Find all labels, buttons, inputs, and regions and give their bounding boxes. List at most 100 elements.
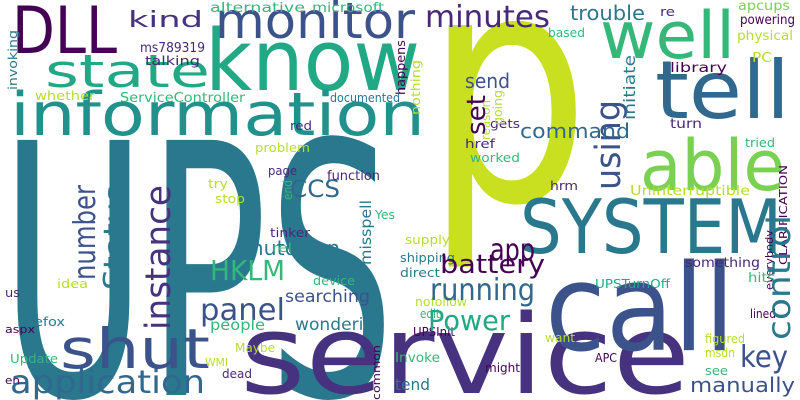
word: tell — [655, 44, 790, 137]
word: misspell — [357, 200, 375, 265]
word: using — [589, 100, 629, 190]
word: ms789319 — [140, 41, 205, 56]
word: APC — [595, 351, 617, 365]
word: shut — [60, 317, 210, 381]
word: searching — [285, 287, 370, 307]
word: able — [640, 125, 785, 207]
word: device — [313, 274, 355, 288]
word: Invoke — [395, 351, 440, 366]
word: try — [208, 177, 228, 191]
word: figured — [705, 332, 745, 346]
word: WMI — [205, 356, 228, 369]
word: running — [430, 273, 535, 308]
word: msdn — [705, 346, 735, 360]
word: UPS — [0, 70, 395, 400]
word: href — [465, 137, 496, 151]
word: happens — [394, 40, 408, 95]
word: Status — [98, 185, 133, 290]
word: hrm — [550, 179, 578, 193]
word: CCS — [290, 175, 340, 203]
word: send — [465, 69, 510, 93]
word: stop — [215, 192, 245, 206]
word: people — [210, 316, 265, 334]
word: going — [491, 90, 505, 125]
word: p — [425, 0, 590, 276]
word: information — [10, 80, 425, 150]
word: shutdown — [240, 236, 340, 260]
word: apcups — [738, 0, 790, 14]
word: number — [68, 184, 103, 280]
word: key — [740, 340, 788, 375]
word: Firefox — [17, 315, 65, 329]
word: might — [485, 361, 520, 375]
word: aspx — [5, 323, 36, 336]
word: ServiceController — [120, 91, 246, 106]
word: everybody — [763, 230, 776, 290]
word: physical — [737, 29, 793, 44]
word: alternative — [210, 1, 305, 16]
word: tinker — [270, 226, 310, 240]
word: talking — [145, 54, 200, 68]
word: Power — [428, 304, 510, 337]
word: rel — [272, 241, 292, 255]
word: page — [268, 164, 297, 178]
word: gets — [490, 117, 520, 131]
word: turn — [670, 117, 702, 132]
word: initiate — [620, 55, 639, 120]
word: manually — [690, 373, 795, 397]
word: reason — [479, 100, 493, 140]
word: Update — [10, 352, 58, 366]
word: based — [548, 26, 585, 40]
word: microsoft — [312, 1, 384, 16]
word: SYSTEM — [520, 183, 782, 271]
word: see — [705, 364, 728, 378]
word: whether — [35, 89, 95, 103]
word: well — [600, 0, 735, 74]
word: problem — [255, 141, 310, 155]
word: minutes — [425, 0, 550, 35]
word: PC — [752, 51, 772, 66]
word: tend — [395, 375, 430, 394]
word: kind — [128, 8, 203, 33]
word: worked — [470, 151, 520, 165]
word: shipping — [400, 251, 455, 265]
word: command — [520, 119, 630, 143]
word: panel — [200, 293, 285, 328]
word: edit — [420, 307, 440, 321]
word: something — [685, 256, 760, 271]
word: nofollow — [415, 295, 467, 309]
word: Yes — [374, 208, 395, 222]
word: en — [5, 374, 20, 387]
word: DLL — [12, 0, 117, 69]
word: state — [45, 45, 210, 98]
word: UPSTurnOff — [595, 277, 671, 291]
word: us — [5, 286, 20, 300]
word: re — [660, 5, 675, 19]
word: end — [281, 180, 295, 200]
word: lined — [750, 307, 776, 321]
word: set — [462, 95, 492, 135]
word: direct — [400, 266, 440, 280]
word: dead — [222, 367, 252, 381]
word: function — [327, 169, 380, 184]
word: invoking — [6, 30, 20, 90]
word: battery — [440, 250, 545, 280]
word: Uninterruptible — [630, 184, 750, 199]
word: common — [370, 345, 383, 400]
word: HKLM — [210, 254, 285, 287]
word: hits — [748, 271, 775, 286]
word: nothing — [409, 60, 423, 115]
word: call — [545, 240, 735, 379]
word: monitor — [215, 0, 415, 50]
word: instance — [139, 185, 179, 330]
word: service — [240, 291, 690, 400]
word: library — [670, 61, 727, 76]
word: tried — [745, 136, 775, 150]
word: wondering — [295, 315, 385, 335]
word: red — [290, 119, 312, 133]
word: powering — [740, 13, 795, 28]
word: want — [545, 331, 575, 345]
word: CLARIFICATION — [777, 165, 790, 265]
